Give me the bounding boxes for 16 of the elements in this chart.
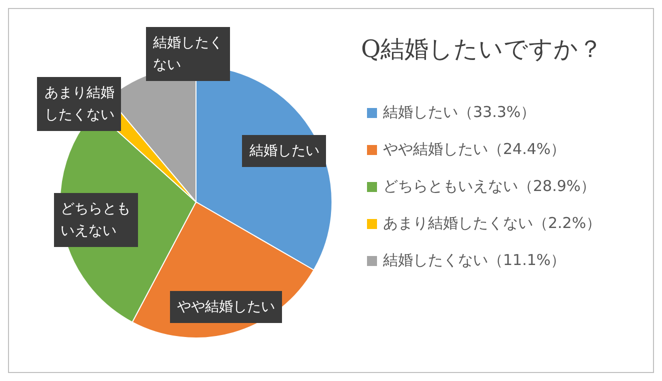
legend-label: やや結婚したい (383, 140, 488, 158)
legend-label: どちらともいえない (383, 177, 518, 195)
data-label: （11.1%） (488, 251, 566, 269)
data-label: （28.9%） (518, 177, 596, 195)
chart-title: Q結婚したいですか？ (361, 34, 603, 65)
slice-label: 結婚したい (249, 142, 320, 161)
legend-label: 結婚したくない (383, 251, 488, 269)
legend-label: あまり結婚したくない (383, 214, 533, 232)
data-label: （2.2%） (533, 214, 602, 232)
data-label: （33.3%） (458, 103, 536, 121)
data-label: （24.4%） (488, 140, 566, 158)
slice-label: どちらともいえない (60, 200, 131, 241)
legend-label: 結婚したい (383, 103, 458, 121)
slice-label: やや結婚したい (177, 298, 276, 317)
slice-label: あまり結婚したくない (44, 84, 114, 126)
slice-label: 結婚したくない (153, 34, 224, 75)
